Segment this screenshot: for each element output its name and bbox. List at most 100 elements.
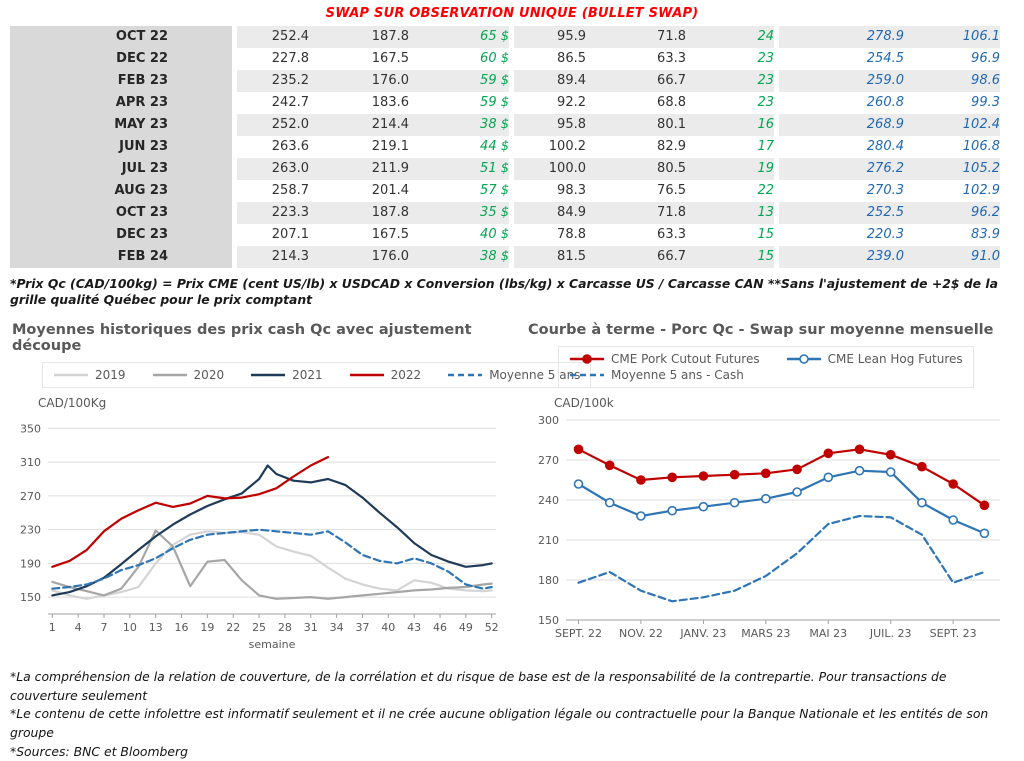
cell-hog-future: 99.3 [971,95,1000,110]
row-month-label: DEC 22 [10,48,232,70]
svg-text:1: 1 [49,621,56,634]
cell-spread: 17 [757,139,774,154]
svg-text:240: 240 [538,494,559,507]
legend-line-sample-icon [448,374,483,377]
legend-line-sample-icon [152,374,187,377]
historical-prices-chart: 150 190 230 270 310 350 1 4 7 10 13 16 19 22 25 28 31 34 3… [20,423,499,652]
cell-us-price: 98.3 [557,183,586,198]
cell-us-avg: 80.5 [657,161,686,176]
cell-premium: 38 $ [480,117,509,132]
cell-hog-future: 96.9 [971,51,1000,66]
cell-cutout-future: 278.9 [866,29,904,44]
legend-label: 2021 [292,368,323,383]
row-month-label: OCT 22 [10,26,232,48]
table-group-us: 95.9 71.8 24 [514,26,774,48]
legend-line-sample-icon [570,354,604,365]
cell-premium: 51 $ [480,161,509,176]
cell-price-cash: 235.2 [271,73,309,88]
row-month-label: AUG 23 [10,180,232,202]
table-group-us: 92.2 68.8 23 [514,92,774,114]
cell-premium: 40 $ [480,227,509,242]
cell-us-price: 92.2 [557,95,586,110]
legend-line-sample-icon [251,374,286,377]
cell-us-avg: 71.8 [657,29,686,44]
legend-line-sample-icon [54,374,88,377]
table-row: DEC 22 227.8 167.5 60 $ 86.5 63.3 23 254.5 96.9 [10,48,1016,70]
historical-chart-title: Moyennes historiques des prix cash Qc av… [12,322,472,355]
svg-text:150: 150 [538,614,559,627]
table-group-futures: 280.4 106.8 [779,136,1000,158]
table-row: FEB 23 235.2 176.0 59 $ 89.4 66.7 23 259.0 98.6 [10,70,1016,92]
cell-cutout-future: 259.0 [866,73,904,88]
cell-us-avg: 80.1 [657,117,686,132]
forward-curve-chart-panel: Courbe à terme - Porc Qc - Swap sur moye… [520,318,1020,652]
cell-us-price: 81.5 [557,249,586,264]
cell-us-price: 78.8 [557,227,586,242]
legend-label: Moyenne 5 ans [489,368,581,383]
svg-text:34: 34 [330,621,344,634]
cell-price-avg: 183.6 [371,95,409,110]
svg-text:NOV. 22: NOV. 22 [619,627,663,640]
cell-premium: 59 $ [480,73,509,88]
table-group-qc: 252.0 214.4 38 $ [237,114,509,136]
cell-spread: 15 [757,249,774,264]
legend-item: 2021 [250,368,323,382]
table-group-qc: 235.2 176.0 59 $ [237,70,509,92]
cell-spread: 15 [757,227,774,242]
row-month-label: JUN 23 [10,136,232,158]
cell-price-avg: 167.5 [371,227,409,242]
svg-text:230: 230 [20,524,41,537]
cell-hog-future: 98.6 [971,73,1000,88]
table-group-us: 100.2 82.9 17 [514,136,774,158]
cell-price-cash: 263.6 [271,139,309,154]
table-row: DEC 23 207.1 167.5 40 $ 78.8 63.3 15 220.3 83.9 [10,224,1016,246]
svg-text:4: 4 [75,621,82,634]
cell-us-avg: 82.9 [657,139,686,154]
svg-text:270: 270 [20,490,41,503]
cell-cutout-future: 254.5 [866,51,904,66]
cell-price-cash: 263.0 [271,161,309,176]
cell-price-cash: 242.7 [271,95,309,110]
svg-text:10: 10 [123,621,137,634]
cell-price-avg: 187.8 [371,29,409,44]
cell-price-avg: 219.1 [371,139,409,154]
cell-hog-future: 105.2 [962,161,1000,176]
svg-text:52: 52 [485,621,499,634]
cell-us-avg: 71.8 [657,205,686,220]
table-group-qc: 214.3 176.0 38 $ [237,246,509,268]
svg-text:43: 43 [407,621,421,634]
cell-premium: 60 $ [480,51,509,66]
svg-text:MAI 23: MAI 23 [809,627,847,640]
svg-text:JANV. 23: JANV. 23 [679,627,726,640]
cell-price-cash: 252.4 [271,29,309,44]
table-group-futures: 254.5 96.9 [779,48,1000,70]
table-group-us: 81.5 66.7 15 [514,246,774,268]
svg-text:28: 28 [278,621,292,634]
cell-price-avg: 167.5 [371,51,409,66]
table-group-futures: 252.5 96.2 [779,202,1000,224]
table-row: FEB 24 214.3 176.0 38 $ 81.5 66.7 15 239.0 91.0 [10,246,1016,268]
svg-text:25: 25 [252,621,266,634]
cell-hog-future: 96.2 [971,205,1000,220]
cell-price-avg: 211.9 [371,161,409,176]
svg-text:150: 150 [20,591,41,604]
legend-item: 2022 [349,368,421,382]
cell-price-cash: 252.0 [271,117,309,132]
historical-chart-legend: 2019 2020 2021 2022 Moyenne 5 ans [42,362,592,389]
cell-spread: 22 [757,183,774,198]
svg-text:37: 37 [355,621,369,634]
cell-cutout-future: 239.0 [866,249,904,264]
table-group-futures: 259.0 98.6 [779,70,1000,92]
table-row: AUG 23 258.7 201.4 57 $ 98.3 76.5 22 270.3 102.9 [10,180,1016,202]
cell-us-price: 100.0 [548,161,586,176]
cell-cutout-future: 276.2 [866,161,904,176]
legend-item: CME Pork Cutout Futures [569,352,760,366]
table-group-futures: 239.0 91.0 [779,246,1000,268]
table-group-qc: 258.7 201.4 57 $ [237,180,509,202]
svg-text:190: 190 [20,558,41,571]
cell-premium: 44 $ [480,139,509,154]
table-row: APR 23 242.7 183.6 59 $ 92.2 68.8 23 260.8 99.3 [10,92,1016,114]
svg-text:SEPT. 23: SEPT. 23 [930,627,977,640]
svg-text:210: 210 [538,534,559,547]
row-month-label: MAY 23 [10,114,232,136]
